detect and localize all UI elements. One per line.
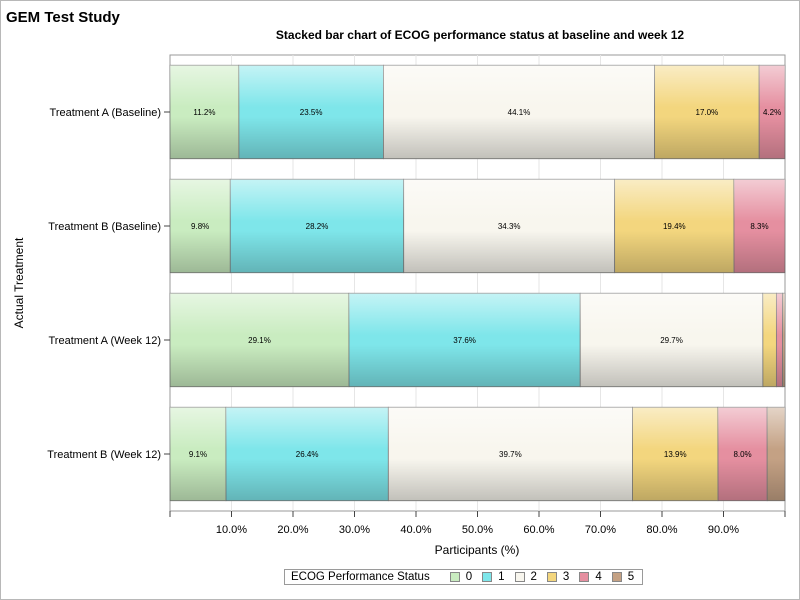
x-tick-label: 60.0% xyxy=(523,524,554,536)
legend-label: 0 xyxy=(465,571,473,583)
legend: ECOG Performance Status 0 1 2 3 4 5 xyxy=(284,569,644,585)
legend-label: 1 xyxy=(498,571,505,583)
segment-data-label: 8.0% xyxy=(733,450,751,459)
bar-segment-shading xyxy=(782,293,785,387)
bar-segment-shading xyxy=(170,179,231,273)
x-tick-label: 10.0% xyxy=(216,524,247,536)
x-axis-title: Participants (%) xyxy=(435,543,520,557)
bar-segment-shading xyxy=(654,65,760,159)
x-tick-label: 50.0% xyxy=(462,524,493,536)
legend-swatch xyxy=(482,572,493,582)
segment-data-label: 9.8% xyxy=(191,222,209,231)
segment-data-label: 8.3% xyxy=(750,222,768,231)
legend-swatch xyxy=(546,572,557,582)
bar-segment-shading xyxy=(170,293,349,387)
segment-data-label: 44.1% xyxy=(508,108,531,117)
bar-segments: 11.2% 23.5% 44.1% 17.0% 4.2% 9.8% 28.2% 34.3% 19… xyxy=(169,64,786,502)
segment-data-label: 9.1% xyxy=(189,450,207,459)
chart-title: Stacked bar chart of ECOG performance st… xyxy=(275,28,685,42)
x-tick-label: 90.0% xyxy=(708,524,739,536)
segment-data-label: 17.0% xyxy=(696,108,719,117)
segment-data-label: 29.7% xyxy=(660,336,683,345)
bar-segment-shading xyxy=(230,179,404,273)
bar-segment-shading xyxy=(759,65,785,159)
x-tick-label: 40.0% xyxy=(400,524,431,536)
legend-label: 3 xyxy=(562,571,570,583)
legend-item-4: 4 xyxy=(579,571,602,583)
segment-data-label: 26.4% xyxy=(296,450,319,459)
legend-item-5: 5 xyxy=(611,571,635,583)
x-tick-label: 70.0% xyxy=(585,524,616,536)
bar-segment-shading xyxy=(776,293,783,387)
bar-segment-shading xyxy=(348,293,581,387)
bar-segment-shading xyxy=(614,179,734,273)
segment-data-label: 34.3% xyxy=(498,222,521,231)
legend-swatch xyxy=(514,572,525,582)
bar-segment-shading xyxy=(733,179,785,273)
x-tick-label: 30.0% xyxy=(339,524,370,536)
x-tick-label: 80.0% xyxy=(646,524,677,536)
legend-label: 2 xyxy=(530,571,537,583)
y-tick-label: Treatment A (Week 12) xyxy=(49,335,162,347)
legend-swatch xyxy=(449,572,460,582)
bar-segment-shading xyxy=(767,407,785,501)
bar-segment-shading xyxy=(717,407,768,501)
segment-data-label: 23.5% xyxy=(300,108,323,117)
segment-data-label: 13.9% xyxy=(664,450,687,459)
y-axis-tick-labels: Treatment A (Baseline) Treatment B (Basel… xyxy=(47,107,170,461)
bar-segment-shading xyxy=(403,179,615,273)
bar-segment-shading xyxy=(632,407,718,501)
legend-label: 4 xyxy=(595,571,602,583)
legend-item-3: 3 xyxy=(546,571,570,583)
legend-swatch xyxy=(611,572,622,582)
legend-item-1: 1 xyxy=(482,571,505,583)
y-axis-title: Actual Treatment xyxy=(12,237,26,328)
legend-item-2: 2 xyxy=(514,571,537,583)
segment-data-label: 37.6% xyxy=(453,336,476,345)
bar-segment-shading xyxy=(170,65,239,159)
segment-data-label: 29.1% xyxy=(248,336,271,345)
segment-data-label: 19.4% xyxy=(663,222,686,231)
bar-segment-shading xyxy=(225,407,389,501)
bar-segment-shading xyxy=(238,65,384,159)
segment-data-label: 4.2% xyxy=(763,108,781,117)
y-tick-label: Treatment B (Baseline) xyxy=(48,221,161,233)
x-axis-ticks: 10.0% 20.0% 30.0% 40.0% 50.0% 60.0% 70.0% 80.0%… xyxy=(169,511,786,536)
bar-segment-shading xyxy=(170,407,226,501)
legend-swatch xyxy=(579,572,590,582)
study-title: GEM Test Study xyxy=(6,9,120,26)
bar-segment-shading xyxy=(383,65,655,159)
legend-title: ECOG Performance Status xyxy=(291,571,430,583)
x-tick-label: 20.0% xyxy=(277,524,308,536)
y-tick-label: Treatment B (Week 12) xyxy=(47,449,161,461)
segment-data-label: 28.2% xyxy=(306,222,329,231)
y-tick-label: Treatment A (Baseline) xyxy=(50,107,161,119)
bar-segment-shading xyxy=(388,407,633,501)
segment-data-label: 11.2% xyxy=(193,108,215,117)
legend-label: 5 xyxy=(627,571,635,583)
segment-data-label: 39.7% xyxy=(499,450,522,459)
legend-item-0: 0 xyxy=(449,571,473,583)
bar-segment-shading xyxy=(762,293,777,387)
bar-segment-shading xyxy=(580,293,763,387)
